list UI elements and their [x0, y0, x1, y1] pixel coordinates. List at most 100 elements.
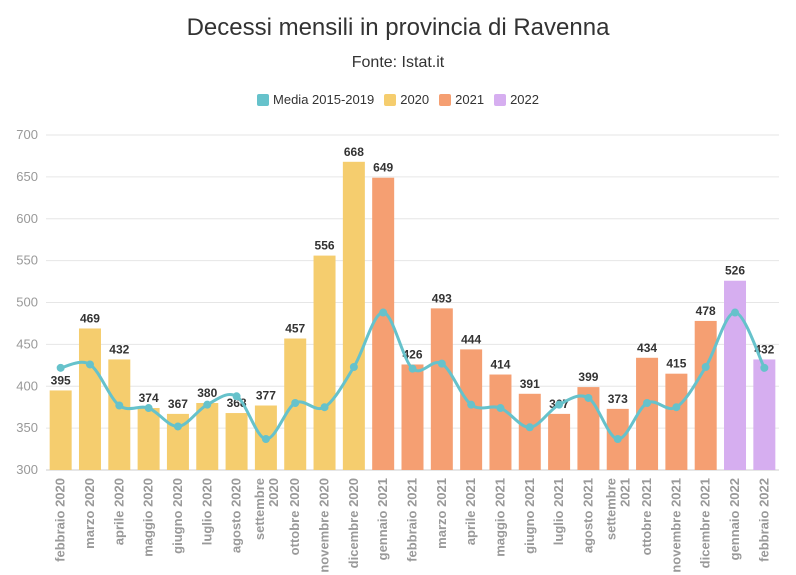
legend-item-2021[interactable]: 2021: [439, 92, 484, 107]
y-tick-label: 400: [16, 378, 38, 393]
svg-text:giugno 2020: giugno 2020: [170, 478, 185, 554]
chart-title: Decessi mensili in provincia di Ravenna: [186, 14, 610, 41]
svg-text:agosto 2020: agosto 2020: [229, 478, 244, 553]
svg-text:ottobre 2021: ottobre 2021: [639, 478, 654, 555]
bar: [694, 320, 717, 470]
bar: [460, 349, 483, 470]
x-tick-label: agosto 2021: [580, 478, 595, 553]
series-point-media: [525, 423, 534, 432]
x-tick-label: dicembre 2021: [698, 478, 713, 568]
y-tick-label: 700: [16, 127, 38, 142]
data-label: 493: [432, 291, 452, 305]
bar: [166, 413, 189, 470]
bar: [313, 255, 336, 470]
svg-text:dicembre 2020: dicembre 2020: [346, 478, 361, 568]
data-label: 414: [490, 358, 510, 372]
x-tick-label: febbraio 2020: [53, 478, 68, 562]
bar: [753, 359, 776, 470]
x-tick-label: ottobre 2021: [639, 478, 654, 555]
data-label: 526: [725, 264, 745, 278]
x-tick-label: maggio 2020: [141, 478, 156, 557]
bar: [401, 364, 424, 470]
svg-text:agosto 2021: agosto 2021: [580, 478, 595, 553]
series-point-media: [701, 362, 710, 371]
series-point-media: [379, 308, 388, 317]
data-label: 649: [373, 161, 393, 175]
data-label: 377: [256, 389, 276, 403]
bar: [342, 161, 365, 471]
svg-text:novembre 2020: novembre 2020: [317, 478, 332, 573]
x-tick-label: maggio 2021: [492, 478, 507, 557]
y-tick-label: 450: [16, 336, 38, 351]
data-label: 368: [227, 396, 247, 410]
legend-item-2020[interactable]: 2020: [384, 92, 429, 107]
legend-swatch-2021: [439, 93, 452, 106]
svg-text:aprile 2021: aprile 2021: [463, 478, 478, 545]
bar: [49, 390, 72, 470]
svg-text:luglio 2021: luglio 2021: [551, 478, 566, 545]
data-label: 444: [461, 332, 481, 346]
x-tick-label: febbraio 2021: [405, 478, 420, 562]
y-tick-label: 350: [16, 420, 38, 435]
bar: [108, 359, 131, 470]
svg-text:gennaio 2022: gennaio 2022: [727, 478, 742, 560]
y-tick-label: 650: [16, 169, 38, 184]
x-tick-label: agosto 2020: [229, 478, 244, 553]
series-point-media: [203, 400, 212, 409]
series-point-media: [437, 359, 446, 368]
svg-text:giugno 2021: giugno 2021: [522, 478, 537, 554]
legend-label-2020: 2020: [400, 92, 430, 107]
legend-label-2021: 2021: [455, 92, 485, 107]
svg-text:maggio 2021: maggio 2021: [492, 478, 507, 557]
x-tick-label: settembre2021: [604, 478, 633, 540]
svg-text:ottobre 2020: ottobre 2020: [287, 478, 302, 555]
series-point-media: [291, 399, 300, 407]
svg-text:aprile 2020: aprile 2020: [111, 478, 126, 545]
data-label: 380: [197, 386, 217, 400]
svg-text:febbraio 2022: febbraio 2022: [756, 478, 771, 562]
series-point-media: [584, 393, 593, 402]
series-point-media: [349, 362, 358, 371]
x-tick-label: ottobre 2020: [287, 478, 302, 555]
y-tick-label: 600: [16, 211, 38, 226]
svg-text:novembre 2021: novembre 2021: [668, 478, 683, 573]
bar: [665, 373, 688, 470]
x-tick-label: novembre 2021: [668, 478, 683, 573]
x-tick-label: gennaio 2021: [375, 478, 390, 560]
series-point-media: [173, 422, 182, 431]
svg-text:maggio 2020: maggio 2020: [141, 478, 156, 557]
svg-text:marzo 2021: marzo 2021: [434, 478, 449, 549]
legend-item-media[interactable]: Media 2015-2019: [257, 92, 374, 107]
series-point-media: [85, 360, 94, 369]
x-tick-label: marzo 2020: [82, 478, 97, 549]
series-point-media: [232, 392, 241, 401]
bar: [372, 177, 395, 470]
series-point-media: [643, 399, 652, 407]
y-tick-label: 500: [16, 295, 38, 310]
svg-text:febbraio 2020: febbraio 2020: [53, 478, 68, 562]
x-tick-label: luglio 2020: [199, 478, 214, 545]
series-point-media: [613, 435, 622, 444]
legend-item-2022[interactable]: 2022: [494, 92, 539, 107]
bar: [196, 403, 219, 470]
bar: [724, 280, 747, 470]
y-tick-label: 300: [16, 462, 38, 477]
x-tick-label: gennaio 2022: [727, 478, 742, 560]
series-point-media: [115, 401, 124, 410]
data-label: 367: [168, 397, 188, 411]
x-tick-label: giugno 2020: [170, 478, 185, 554]
series-point-media: [672, 403, 681, 412]
x-tick-label: aprile 2021: [463, 478, 478, 545]
data-label: 415: [666, 357, 686, 371]
series-point-media: [56, 363, 65, 372]
bar: [225, 413, 248, 470]
x-tick-label: aprile 2020: [111, 478, 126, 545]
legend-swatch-2020: [384, 93, 397, 106]
svg-text:settembre2021: settembre2021: [604, 478, 633, 540]
svg-text:febbraio 2021: febbraio 2021: [405, 478, 420, 562]
svg-text:gennaio 2021: gennaio 2021: [375, 478, 390, 560]
x-tick-label: febbraio 2022: [756, 478, 771, 562]
data-label: 434: [637, 341, 657, 355]
